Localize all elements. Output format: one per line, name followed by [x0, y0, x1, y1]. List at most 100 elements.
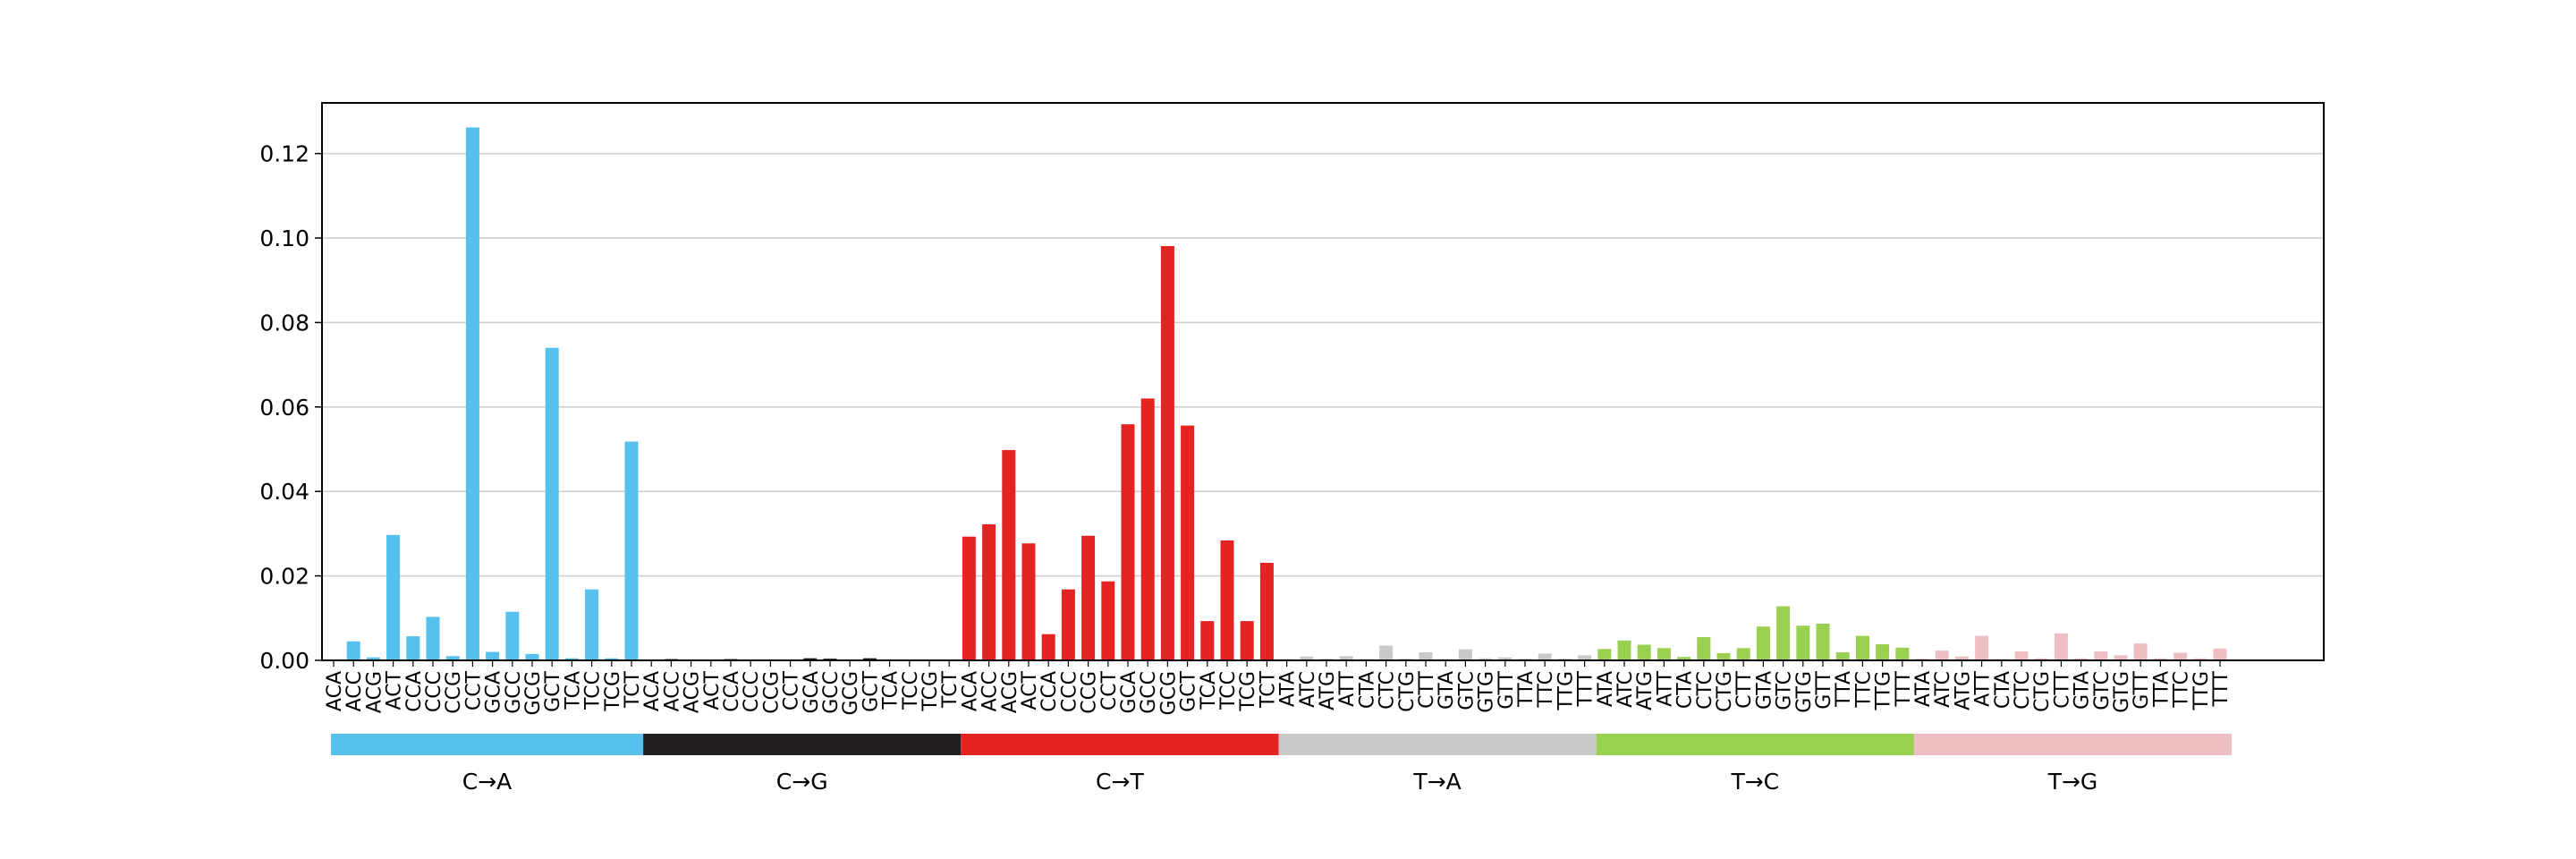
x-tick-label: ATA [1912, 671, 1935, 707]
bar [803, 658, 818, 660]
x-tick-label: TCG [919, 671, 942, 712]
bar [1776, 606, 1791, 660]
x-tick-label: TCA [880, 671, 902, 710]
x-tick-label: ATA [1595, 671, 1617, 707]
x-tick-label: GTA [1436, 671, 1458, 710]
bar [1895, 647, 1910, 660]
y-tick-label: 0.00 [259, 648, 309, 674]
x-tick-label: GTA [1753, 671, 1775, 710]
x-tick-label: CCG [1079, 671, 1101, 714]
x-tick-label: ACA [959, 671, 981, 711]
substitution-group-legend: C→A C→G C→T T→A T→C T→G [331, 734, 2233, 795]
x-tick-label: GCG [1157, 671, 1180, 715]
x-tick-label: CTG [2031, 671, 2054, 712]
x-tick-label: ACC [661, 671, 683, 711]
bar [1637, 644, 1651, 660]
plot-frame [321, 102, 2325, 661]
group-label: C→A [462, 769, 513, 795]
x-tick-label: GCT [860, 670, 882, 711]
x-tick-label: CCA [1038, 671, 1061, 712]
x-tick-label: TCA [1198, 671, 1220, 710]
x-tick-label: TCT [1257, 670, 1279, 709]
bar [1855, 635, 1869, 660]
bar [445, 656, 460, 660]
bar [1200, 621, 1215, 660]
x-tick-label: CCT [462, 670, 485, 710]
x-tick-label: ATT [1336, 670, 1359, 706]
bar [1975, 635, 1989, 660]
x-tick-label: TTT [1575, 670, 1597, 707]
bar [1756, 626, 1770, 660]
x-tick-label: CTT [2051, 670, 2073, 708]
bar [486, 651, 500, 660]
bar [1220, 540, 1234, 660]
x-tick-label: ACT [384, 670, 406, 710]
x-tick-label: ACC [343, 671, 366, 711]
y-tick-label: 0.10 [259, 225, 309, 251]
x-tick-label: CTA [1356, 671, 1378, 709]
bar [406, 636, 420, 660]
y-tick-label: 0.06 [259, 395, 309, 421]
bar [2174, 652, 2188, 660]
bar [982, 524, 996, 660]
x-tick-label: ATT [1654, 670, 1676, 706]
bar [525, 653, 539, 660]
x-tick-label: ATG [1317, 671, 1339, 710]
bar [465, 127, 479, 660]
x-tick-label: TCC [900, 671, 922, 710]
x-tick-label: TTG [1873, 671, 1895, 711]
gridlines [322, 152, 2324, 661]
bar [605, 658, 619, 660]
x-tick-label: GTT [1813, 670, 1835, 709]
x-tick-label: GCA [801, 671, 823, 713]
x-tick-label: ACG [999, 671, 1021, 713]
bar [1458, 649, 1472, 660]
group-color-strip [1913, 734, 2233, 755]
bar [1597, 649, 1612, 660]
bar [1240, 621, 1254, 660]
bar [962, 536, 976, 660]
bar [1160, 245, 1174, 660]
bar [2054, 633, 2068, 660]
x-tick-label: ATC [1614, 671, 1637, 708]
bar [1121, 424, 1135, 660]
group-label: T→A [1412, 769, 1461, 795]
group-color-strip [331, 734, 644, 755]
x-tick-label: TTC [1535, 671, 1557, 709]
x-tick-label: GTC [2091, 671, 2114, 710]
bar [862, 658, 877, 660]
y-tick-label: 0.02 [259, 564, 309, 590]
bar [505, 611, 520, 660]
bar [346, 641, 360, 660]
bar [1002, 449, 1016, 660]
bar [1140, 398, 1155, 660]
x-tick-label: TTA [2150, 671, 2173, 708]
group-color-strip [643, 734, 962, 755]
x-tick-label: GTA [2072, 671, 2094, 710]
bar [1697, 637, 1711, 660]
bar [1379, 645, 1394, 660]
x-tick-label: GCG [840, 671, 862, 715]
x-tick-label: TTA [1515, 671, 1538, 708]
x-tick-label: ACT [1019, 670, 1041, 710]
x-tick-label: CTA [1674, 671, 1697, 709]
group-label: C→T [1096, 769, 1144, 795]
bar [1816, 623, 1830, 660]
x-tick-label: TTG [1555, 671, 1577, 711]
bar [1419, 652, 1433, 660]
bar [1954, 656, 1969, 660]
y-axis: 0.00 0.02 0.04 0.06 0.08 0.10 0.12 [259, 141, 322, 674]
x-tick-label: CTG [1396, 671, 1419, 712]
x-tick-label: ATG [1634, 671, 1657, 710]
bar [624, 441, 639, 660]
x-tick-label: CTA [1992, 671, 2014, 709]
x-tick-label: CTT [1416, 670, 1438, 708]
bar [1181, 425, 1195, 660]
x-tick-label: TCC [1217, 671, 1240, 710]
x-tick-label: GTC [1455, 671, 1478, 710]
bar [2114, 655, 2128, 660]
x-tick-label: TCT [622, 670, 644, 709]
x-tick-label: CCC [1058, 671, 1080, 712]
x-tick-label: TTA [1833, 671, 1855, 708]
x-tick-label: CCT [781, 670, 803, 710]
